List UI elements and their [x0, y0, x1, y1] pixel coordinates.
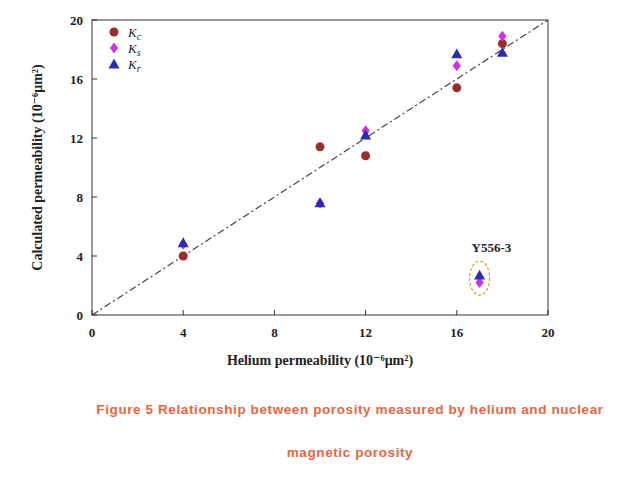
annotation: Y556-3	[472, 240, 512, 255]
caption: Figure 5 Relationship between porosity m…	[95, 388, 605, 474]
x-tick-label: 8	[271, 325, 278, 340]
y-tick-label: 0	[77, 308, 84, 323]
legend-marker	[109, 59, 120, 69]
point	[316, 142, 325, 151]
y-tick	[92, 197, 97, 198]
legend-label: Kc	[127, 25, 142, 42]
point	[453, 60, 461, 71]
y-tick-label: 16	[70, 72, 84, 87]
reference-line	[92, 20, 548, 315]
legend-label-sub: c	[137, 31, 142, 42]
y-tick	[92, 256, 97, 257]
point	[474, 270, 485, 280]
x-tick	[274, 310, 275, 315]
legend-label-sub: s	[137, 47, 141, 58]
chart: 0 4 8 12 16 20 0 4 8 12 16 20 Helium permeability (1…	[0, 0, 629, 380]
legend-marker	[110, 43, 118, 54]
y-tick-label: 12	[70, 131, 83, 146]
point	[179, 252, 188, 261]
y-tick-label: 8	[77, 190, 84, 205]
legend-marker	[110, 28, 119, 37]
point	[315, 197, 326, 207]
point	[361, 151, 370, 160]
point	[178, 237, 189, 247]
y-tick	[92, 79, 97, 80]
point	[452, 83, 461, 92]
x-tick	[548, 310, 549, 315]
plot-area	[92, 20, 548, 315]
x-axis-label: Helium permeability (10⁻⁶μm²)	[227, 353, 414, 369]
y-tick	[92, 20, 97, 21]
x-tick-label: 20	[542, 325, 555, 340]
legend-label: Kr	[127, 57, 141, 74]
plot-frame	[92, 20, 548, 315]
x-tick	[365, 310, 366, 315]
y-tick	[92, 138, 97, 139]
x-tick-label: 16	[450, 325, 464, 340]
legend-label-sub: r	[137, 63, 141, 74]
y-tick-label: 20	[70, 13, 83, 28]
legend-label: Ks	[127, 41, 141, 58]
point	[360, 130, 371, 140]
annotation-ellipse	[470, 261, 490, 295]
point	[451, 48, 462, 58]
x-tick	[456, 310, 457, 315]
x-tick-label: 12	[359, 325, 372, 340]
x-tick-label: 0	[89, 325, 96, 340]
x-tick	[183, 310, 184, 315]
point	[497, 47, 508, 57]
y-axis-label: Calculated permeability (10⁻⁶μm²)	[30, 64, 46, 271]
point	[498, 31, 506, 42]
y-tick-label: 4	[77, 249, 84, 264]
x-tick-label: 4	[180, 325, 187, 340]
